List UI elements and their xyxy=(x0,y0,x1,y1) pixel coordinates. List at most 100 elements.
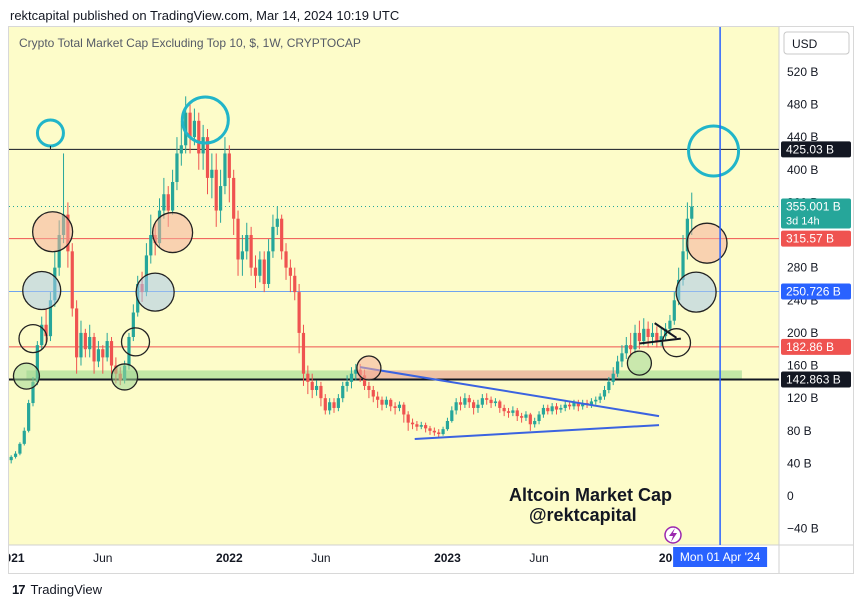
trendline xyxy=(654,322,678,339)
candle-body xyxy=(450,410,454,422)
highlight-circle xyxy=(120,327,151,357)
candle-body xyxy=(245,235,249,252)
plot-background xyxy=(9,27,779,545)
candle-body xyxy=(92,336,96,362)
currency-button[interactable]: USD xyxy=(783,31,850,55)
candle-body xyxy=(493,401,498,404)
candle-body xyxy=(127,336,131,366)
candle-body xyxy=(170,181,175,211)
time-tick-label: 2021 xyxy=(9,551,25,565)
candle-body xyxy=(637,332,641,342)
candle-body xyxy=(659,336,663,342)
candle-body xyxy=(615,361,620,374)
price-labels: 425.03 B 355.001 B 3d 14h 315.57 B 250.726 B… xyxy=(781,141,851,388)
price-label-bg xyxy=(781,230,851,247)
price-label-value: 250.726 B xyxy=(786,285,841,299)
candle-body xyxy=(306,373,310,382)
highlight-circle xyxy=(687,124,741,178)
candle-body xyxy=(354,369,358,374)
price-tick-label: −40 B xyxy=(787,522,819,536)
candle-body xyxy=(284,251,288,268)
highlight-circle xyxy=(135,272,175,312)
time-tick-label: 2023 xyxy=(434,551,461,565)
candle-body xyxy=(297,292,301,333)
highlight-circle xyxy=(675,271,717,313)
candle-body xyxy=(332,402,336,408)
candle-body xyxy=(476,404,480,408)
candle-body xyxy=(314,385,319,391)
candle-body xyxy=(258,259,262,276)
candle-body xyxy=(9,456,13,461)
candle-body xyxy=(502,407,506,412)
vertical-date-label-bg xyxy=(673,547,768,567)
candle-body xyxy=(445,421,450,430)
candle-body xyxy=(441,429,445,435)
candle-body xyxy=(520,416,524,418)
candle-body xyxy=(607,381,611,391)
candle-body xyxy=(349,373,354,382)
vertical-date-label: Mon 01 Apr '24 xyxy=(680,550,761,564)
lightning-icon[interactable] xyxy=(664,526,682,544)
candle-body xyxy=(480,398,484,405)
candle-body xyxy=(533,421,537,425)
highlight-circle xyxy=(22,270,62,311)
highlight-circle xyxy=(686,222,728,264)
candle-body xyxy=(101,349,105,358)
candle-body xyxy=(620,353,624,362)
candle-body xyxy=(528,414,532,425)
candle-body xyxy=(646,328,650,337)
candle-body xyxy=(576,403,580,407)
candle-body xyxy=(249,235,253,268)
candle-body xyxy=(672,300,676,321)
candle-body xyxy=(162,194,166,211)
price-label-bg xyxy=(781,371,851,388)
vertical-marker-layer: Mon 01 Apr '24 xyxy=(673,27,768,567)
footer-brand: TradingView xyxy=(30,582,103,597)
candle-body xyxy=(559,407,563,410)
candle-body xyxy=(205,137,210,178)
candle-body xyxy=(563,404,567,408)
candle-body xyxy=(393,406,397,408)
highlight-circle xyxy=(356,355,382,381)
highlight-circle xyxy=(626,350,653,376)
candle-body xyxy=(419,425,423,427)
candle-body xyxy=(131,312,135,337)
candle-body xyxy=(498,401,502,408)
currency-button-label: USD xyxy=(792,37,818,51)
candle-body xyxy=(489,399,493,404)
candle-body xyxy=(415,424,419,427)
candle-body xyxy=(149,235,153,256)
candle-body xyxy=(188,112,192,138)
chart-frame[interactable]: Mon 01 Apr '24 Crypto Total Market Cap E… xyxy=(8,26,854,574)
candle-body xyxy=(236,218,240,260)
price-tick-label: 400 B xyxy=(787,163,818,177)
candle-body xyxy=(341,385,345,399)
candle-body xyxy=(262,259,266,284)
candle-body xyxy=(650,332,655,337)
candle-body xyxy=(293,275,297,293)
candle-body xyxy=(454,402,458,411)
candle-body xyxy=(537,414,541,422)
zones-layer xyxy=(26,370,742,381)
candle-body xyxy=(144,255,149,293)
published-header: rektcapital published on TradingView.com… xyxy=(10,8,400,23)
candle-body xyxy=(197,120,201,154)
candle-body xyxy=(380,399,384,405)
price-label-value: 425.03 B xyxy=(786,142,834,156)
candle-body xyxy=(175,153,179,182)
resistance-zone xyxy=(355,370,618,381)
candle-body xyxy=(406,414,410,423)
candle-body xyxy=(323,398,327,411)
candle-body xyxy=(402,404,406,415)
candle-body xyxy=(668,320,672,329)
trendline xyxy=(639,337,681,345)
candle-body xyxy=(681,251,685,280)
price-label-countdown: 3d 14h xyxy=(786,215,820,227)
candle-body xyxy=(410,422,415,425)
candle-body xyxy=(642,328,646,342)
price-chart[interactable]: Mon 01 Apr '24 Crypto Total Market Cap E… xyxy=(9,27,853,573)
annotation-title: Altcoin Market Cap xyxy=(509,485,672,505)
time-tick-label: Jun xyxy=(311,551,330,565)
circles-layer xyxy=(12,95,741,391)
time-axis[interactable]: 2021 Jun 2022 Jun 2023 Jun 20 xyxy=(9,551,673,565)
